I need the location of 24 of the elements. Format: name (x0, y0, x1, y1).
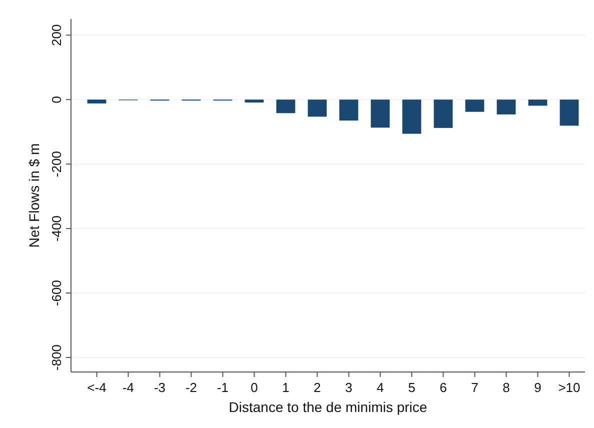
y-tick-label: -600 (49, 280, 64, 306)
x-tick-label: 7 (471, 380, 478, 395)
y-tick-label: -200 (49, 151, 64, 178)
x-tick-label: 0 (250, 380, 258, 395)
x-tick-label: 8 (502, 380, 510, 395)
x-tick-label: 3 (345, 380, 352, 395)
x-tick-label: 6 (440, 380, 447, 395)
x-tick-label: -3 (154, 380, 166, 395)
x-tick-label: >10 (558, 380, 580, 395)
y-tick-label: -800 (49, 344, 64, 371)
x-tick-label: -4 (122, 380, 134, 395)
x-tick-label: 2 (314, 380, 321, 395)
y-tick-label: -400 (49, 216, 64, 242)
x-tick-label: -2 (185, 380, 198, 395)
x-tick-label: 4 (376, 380, 384, 395)
x-tick-label: <-4 (87, 380, 106, 395)
y-tick-label: 0 (49, 96, 64, 104)
x-tick-label: 9 (534, 380, 542, 395)
x-tick-label: 1 (282, 380, 290, 395)
x-tick-label: 5 (408, 380, 416, 395)
x-axis-title: Distance to the de minimis price (228, 399, 428, 415)
x-tick-label: -1 (216, 380, 229, 395)
y-axis-title: Net Flows in $ m (26, 143, 42, 248)
y-tick-label: 200 (49, 24, 64, 46)
